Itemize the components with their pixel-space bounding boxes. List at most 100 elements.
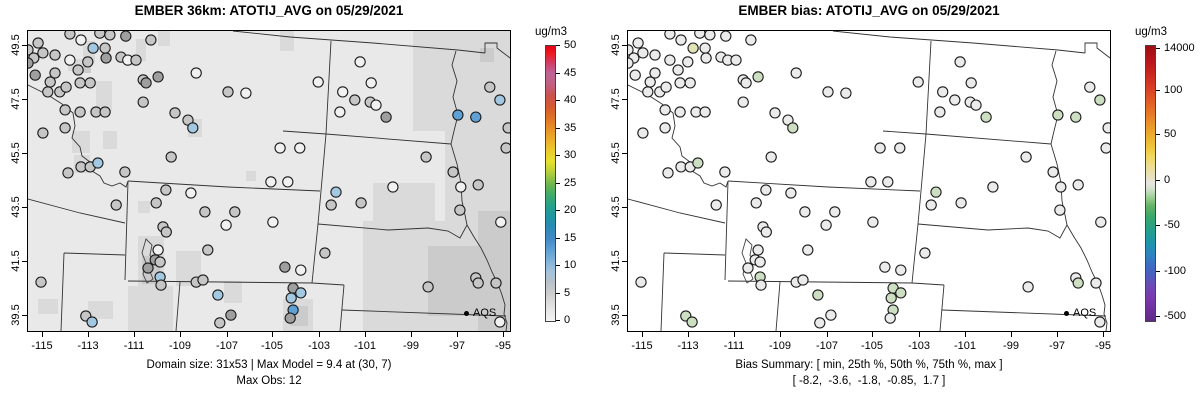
station-point: [284, 312, 296, 324]
colorbar-tick: [556, 320, 560, 321]
station-point: [165, 151, 177, 163]
state-border-line: [663, 252, 726, 256]
station-point: [675, 34, 687, 46]
station-point: [790, 67, 802, 79]
model-map-title: EMBER 36km: ATOTIJ_AVG on 05/29/2021: [134, 3, 404, 18]
bias-colorbar: [1145, 45, 1156, 322]
x-axis-tick: [272, 332, 273, 337]
aqs-legend: AQS: [1064, 307, 1096, 319]
model-caption-line2: Max Obs: 12: [236, 375, 302, 387]
x-axis-tick: [88, 332, 89, 337]
x-axis-tick: [734, 332, 735, 337]
station-point: [169, 107, 181, 119]
station-point: [740, 77, 752, 89]
x-axis-tick: [457, 332, 458, 337]
colorbar-tick-label: 10: [564, 259, 577, 271]
station-point: [214, 317, 226, 329]
station-point: [742, 262, 754, 274]
station-point: [212, 289, 224, 301]
station-point: [692, 157, 704, 169]
station-point: [86, 316, 98, 328]
colorbar-tick: [1156, 134, 1160, 135]
station-point: [980, 111, 992, 123]
station-point: [628, 57, 634, 69]
model-field-patch: [158, 31, 170, 46]
model-field-patch: [72, 131, 90, 153]
state-border-line: [939, 284, 945, 331]
station-point: [420, 151, 432, 163]
colorbar-units-label: ug/m3: [535, 26, 567, 38]
station-point: [74, 77, 86, 89]
colorbar-tick-label: 35: [564, 122, 577, 134]
x-axis-tick: [319, 332, 320, 337]
colorbar-tick-label: -500: [1164, 310, 1187, 322]
x-axis-tick-label: -107: [215, 340, 239, 352]
x-axis-tick: [1057, 332, 1058, 337]
station-point: [92, 157, 104, 169]
colorbar-tick-label: 40: [564, 94, 577, 106]
colorbar-tick: [556, 155, 560, 156]
station-point: [142, 262, 154, 274]
y-axis-tick: [22, 315, 27, 316]
y-axis-tick-label: 39.5: [610, 304, 622, 326]
station-point: [825, 309, 837, 321]
station-point: [730, 54, 742, 66]
y-axis-tick-label: 41.5: [610, 250, 622, 272]
station-point: [225, 309, 237, 321]
station-point: [422, 281, 434, 293]
station-point: [704, 31, 716, 41]
colorbar-tick: [556, 210, 560, 211]
bias-map-svg: [628, 31, 1110, 331]
station-point: [649, 49, 661, 61]
station-point: [500, 142, 510, 154]
x-axis-tick-label: -99: [1003, 340, 1019, 352]
great-salt-lake-outline: [741, 238, 755, 284]
station-point: [882, 176, 894, 188]
state-border-line: [1050, 50, 1059, 145]
station-point: [267, 216, 279, 228]
state-border-line: [232, 31, 486, 54]
concentration-colorbar: [545, 45, 556, 322]
state-border-line: [724, 180, 729, 281]
station-point: [1072, 277, 1084, 289]
station-point: [812, 289, 824, 301]
station-point: [700, 52, 712, 64]
station-point: [799, 206, 811, 218]
station-point: [44, 76, 56, 88]
station-point: [229, 206, 241, 218]
station-point: [699, 42, 711, 54]
y-axis-tick-label: 43.5: [610, 196, 622, 218]
station-point: [822, 86, 834, 98]
station-point: [74, 106, 86, 118]
x-axis-tick-label: -95: [495, 340, 511, 352]
station-point: [1055, 181, 1067, 193]
x-axis-tick: [365, 332, 366, 337]
x-axis-tick: [688, 332, 689, 337]
model-field-patch: [138, 201, 150, 213]
station-point: [35, 276, 47, 288]
colorbar-tick: [556, 100, 560, 101]
station-point: [365, 77, 377, 89]
station-point: [42, 86, 54, 98]
station-point: [628, 44, 634, 56]
colorbar-tick-label: 50: [564, 39, 577, 51]
station-point: [72, 64, 84, 76]
model-field-patch: [103, 131, 117, 149]
x-axis-tick: [134, 332, 135, 337]
colorbar-tick-label: 0: [1164, 174, 1171, 186]
y-axis-tick: [622, 261, 627, 262]
station-point: [720, 31, 732, 42]
x-axis-tick: [1103, 332, 1104, 337]
station-point: [240, 87, 252, 99]
state-border-line: [28, 198, 126, 224]
model-map-plot: AQS: [27, 30, 511, 332]
station-point: [694, 31, 706, 39]
station-point: [1100, 142, 1110, 154]
station-point: [879, 261, 891, 273]
state-border-line: [660, 252, 665, 331]
station-point: [934, 106, 946, 118]
station-point: [484, 81, 496, 93]
station-point: [894, 142, 906, 154]
x-axis-tick: [411, 332, 412, 337]
station-point: [28, 44, 34, 56]
